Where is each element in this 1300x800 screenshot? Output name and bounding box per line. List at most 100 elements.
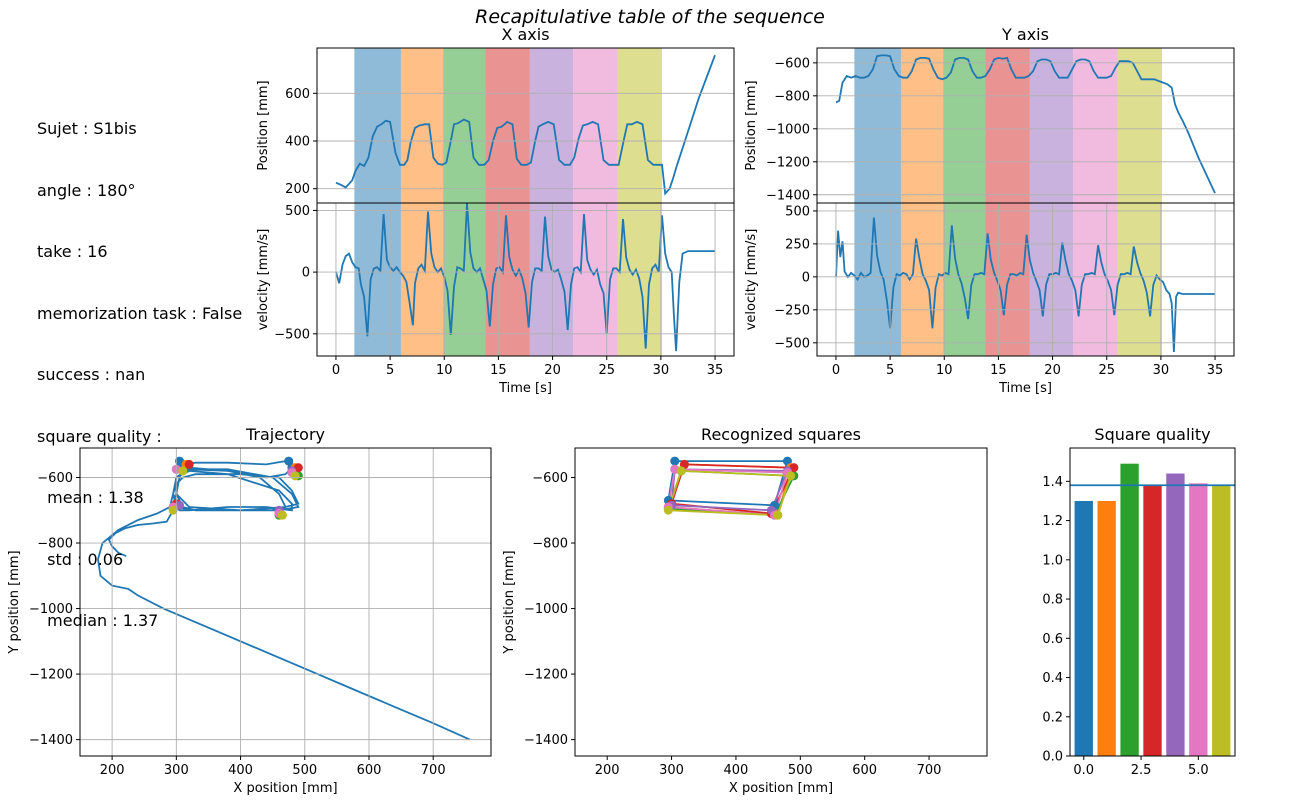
y-tick-label: 1.0 bbox=[1042, 553, 1063, 568]
recognized_squares-ylabel: Y position [mm] bbox=[502, 550, 517, 654]
y-tick-label: −1000 bbox=[766, 122, 810, 137]
info-angle: angle : 180° bbox=[37, 180, 136, 200]
x-tick-label: 400 bbox=[228, 763, 253, 778]
y-tick-label: 200 bbox=[285, 182, 310, 197]
x_velocity-ylabel: velocity [mm/s] bbox=[256, 229, 271, 331]
x-tick-label: 20 bbox=[544, 363, 561, 378]
phase-band bbox=[1117, 48, 1162, 203]
figure-title: Recapitulative table of the sequence bbox=[475, 6, 825, 28]
x-tick-label: 500 bbox=[292, 763, 317, 778]
phase-band bbox=[354, 203, 401, 356]
phase-band bbox=[943, 203, 986, 356]
recognized_squares-title: Recognized squares bbox=[701, 425, 861, 444]
y-tick-label: 400 bbox=[285, 135, 310, 150]
phase-band bbox=[985, 203, 1030, 356]
x_position-plot: X axis 200 400 600 Position [mm] bbox=[256, 25, 735, 204]
y-tick-label: −1200 bbox=[524, 668, 568, 683]
x-tick-label: 25 bbox=[598, 363, 615, 378]
y-tick-label: −250 bbox=[774, 303, 810, 318]
y-tick-label: 1.2 bbox=[1042, 514, 1063, 529]
phase-band bbox=[529, 203, 574, 356]
series-line bbox=[835, 54, 1216, 194]
x-tick-label: 15 bbox=[990, 363, 1007, 378]
info-quality-median: median : 1.37 bbox=[37, 611, 159, 630]
recognized_squares-plot: Recognized squares −600 −800 −1000 −1200 −140… bbox=[502, 425, 988, 796]
trajectory-title: Trajectory bbox=[245, 425, 325, 444]
phase-band bbox=[1073, 203, 1118, 356]
info-subject: Sujet : S1bis bbox=[37, 119, 137, 138]
y_position-area bbox=[835, 48, 1216, 203]
x-tick-label: 300 bbox=[659, 763, 684, 778]
y-tick-label: 500 bbox=[785, 204, 810, 219]
series-line bbox=[335, 203, 715, 352]
x-tick-label: 700 bbox=[917, 763, 942, 778]
y-tick-label: 0.2 bbox=[1042, 710, 1063, 725]
y-tick-label: 0.4 bbox=[1042, 671, 1063, 686]
y-tick-label: −1000 bbox=[524, 602, 568, 617]
y_velocity-area bbox=[835, 203, 1215, 356]
phase-band bbox=[573, 48, 618, 203]
x-tick-label: 5 bbox=[386, 363, 394, 378]
x_velocity-xlabel: Time [s] bbox=[498, 381, 552, 396]
phase-band bbox=[943, 48, 986, 203]
square_quality-title: Square quality bbox=[1094, 425, 1210, 444]
x-tick-label: 500 bbox=[788, 763, 813, 778]
x-tick-label: 15 bbox=[490, 363, 507, 378]
y-tick-label: 600 bbox=[285, 87, 310, 102]
phase-band bbox=[985, 48, 1030, 203]
recognized_squares-area bbox=[663, 456, 799, 520]
phase-band bbox=[443, 203, 486, 356]
y-tick-label: −1200 bbox=[29, 668, 73, 683]
info-success: success : nan bbox=[37, 365, 146, 384]
x_velocity-plot: −500 0 500 0 5 10 15 20 25 30 35 Time [s] velocity [… bbox=[256, 202, 735, 396]
y-tick-label: 1.4 bbox=[1042, 475, 1063, 490]
y_position-plot: Y axis −600 −800 −1000 −1200 −1400 Position [m… bbox=[744, 25, 1235, 204]
info-take: take : 16 bbox=[37, 242, 108, 261]
y-tick-label: 250 bbox=[785, 237, 810, 252]
y_velocity-ylabel: velocity [mm/s] bbox=[744, 229, 759, 331]
y_position-title: Y axis bbox=[1001, 25, 1049, 44]
x_position-ylabel: Position [mm] bbox=[256, 80, 271, 170]
quality-bar bbox=[1143, 485, 1162, 756]
phase-band bbox=[1029, 48, 1074, 203]
x-tick-label: 200 bbox=[595, 763, 620, 778]
x-tick-label: 25 bbox=[1098, 363, 1115, 378]
y-tick-label: −800 bbox=[774, 89, 810, 104]
corner-marker bbox=[290, 471, 300, 481]
y-tick-label: −1200 bbox=[766, 155, 810, 170]
phase-band bbox=[854, 203, 901, 356]
x-tick-label: 10 bbox=[436, 363, 453, 378]
axes-frame bbox=[1069, 447, 1236, 757]
phase-band bbox=[529, 48, 574, 203]
phase-band bbox=[900, 48, 944, 203]
x-tick-label: 30 bbox=[653, 363, 670, 378]
x-tick-label: 600 bbox=[852, 763, 877, 778]
quality-bar bbox=[1074, 500, 1093, 756]
x-tick-label: 0.0 bbox=[1073, 763, 1094, 778]
x-tick-label: 10 bbox=[936, 363, 953, 378]
y-tick-label: −1400 bbox=[766, 188, 810, 203]
y-tick-label: −600 bbox=[774, 56, 810, 71]
quality-bar bbox=[1212, 485, 1231, 756]
x-tick-label: 2.5 bbox=[1131, 763, 1152, 778]
corner-marker bbox=[670, 456, 680, 466]
quality-bar bbox=[1120, 463, 1139, 756]
corner-marker bbox=[663, 505, 673, 515]
y-tick-label: 0 bbox=[802, 270, 810, 285]
axes-frame bbox=[574, 447, 988, 757]
phase-band bbox=[900, 203, 944, 356]
x-tick-label: 30 bbox=[1153, 363, 1170, 378]
corner-marker bbox=[184, 459, 194, 469]
corner-marker bbox=[277, 510, 287, 520]
phase-band bbox=[617, 48, 662, 203]
phase-band bbox=[854, 48, 901, 203]
axes-frame bbox=[79, 447, 492, 757]
recognized_squares-xlabel: X position [mm] bbox=[729, 781, 833, 796]
corner-marker bbox=[786, 471, 796, 481]
y-tick-label: −1000 bbox=[29, 602, 73, 617]
quality-bar bbox=[1189, 483, 1208, 756]
x-tick-label: 300 bbox=[164, 763, 189, 778]
y-tick-label: 500 bbox=[285, 204, 310, 219]
phase-band bbox=[485, 48, 530, 203]
